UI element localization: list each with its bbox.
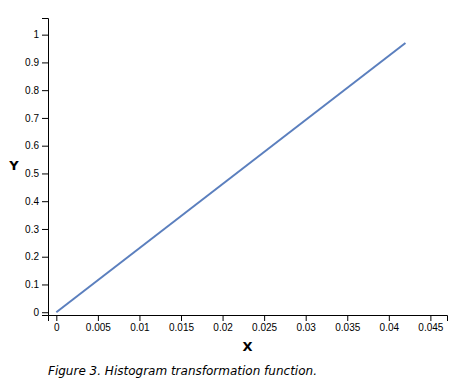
y-tick: 0.5 [25,168,48,179]
y-tick-mark [42,229,48,230]
y-tick: 0.4 [25,196,48,207]
y-tick-label: 1 [33,29,39,40]
line [56,43,405,312]
plot: 0 0.005 0.01 0.015 0.02 0.025 0.03 0.035 0.04 0.0… [25,19,447,334]
x-tick: 0.02 [213,315,233,333]
x-tick-mark [139,315,140,321]
y-tick: 0.7 [25,113,48,124]
y-tick-mark [42,201,48,202]
y-axis: 0 0.1 0.2 0.3 0.4 0.5 0.6 0.7 0.8 0.9 1 [25,19,48,318]
y-tick-label: 0.8 [25,85,39,96]
x-axis: 0 0.005 0.01 0.015 0.02 0.025 0.03 0.035 0.04 0.0… [49,315,448,333]
x-tick-mark [389,315,390,321]
x-tick-label: 0.045 [418,322,443,333]
x-tick-mark [264,315,265,321]
x-tick: 0.01 [130,315,150,333]
x-tick-label: 0.03 [296,322,316,333]
x-tick-label: 0.035 [335,322,360,333]
y-tick: 0.2 [25,251,48,262]
x-tick-mark [98,315,99,321]
x-tick: 0.04 [380,315,400,333]
y-tick-label: 0.7 [25,113,39,124]
x-tick-label: 0.005 [86,322,111,333]
y-tick-label: 0.1 [25,279,39,290]
y-tick-label: 0.3 [25,224,39,235]
x-tick-label: 0 [54,322,60,333]
y-tick-label: 0.4 [25,196,39,207]
x-tick: 0.025 [252,315,277,333]
y-tick-label: 0 [33,307,39,318]
y-tick: 0.6 [25,140,48,151]
x-tick: 0.035 [335,315,360,333]
y-tick: 0.1 [25,279,48,290]
y-tick: 0.3 [25,224,48,235]
x-tick-mark [430,315,431,321]
y-tick: 0 [33,307,48,318]
x-axis-line [49,316,448,322]
y-tick-label: 0.2 [25,251,39,262]
x-tick-mark [56,315,57,321]
y-tick-label: 0.5 [25,168,39,179]
x-axis-title: X [242,339,252,354]
x-tick-label: 0.01 [130,322,150,333]
y-tick: 0.8 [25,85,48,96]
x-tick: 0.03 [296,315,316,333]
y-tick-mark [42,118,48,119]
y-axis-line [42,19,49,316]
x-tick-label: 0.015 [169,322,194,333]
y-tick-label: 0.9 [25,57,39,68]
y-tick-mark [42,35,48,36]
x-tick: 0.045 [418,315,443,333]
y-tick: 0.9 [25,57,48,68]
x-tick: 0.005 [86,315,111,333]
y-tick-mark [42,146,48,147]
y-tick-label: 0.6 [25,140,39,151]
marks [56,43,405,312]
x-tick-label: 0.02 [213,322,233,333]
x-tick-mark [181,315,182,321]
y-tick-mark [42,62,48,63]
x-tick-mark [347,315,348,321]
y-tick-mark [42,312,48,313]
y-axis-title: Y [8,158,19,173]
y-tick-mark [42,90,48,91]
x-tick-mark [306,315,307,321]
y-tick-mark [42,257,48,258]
chart: 0 0.005 0.01 0.015 0.02 0.025 0.03 0.035 0.04 0.0… [0,0,469,387]
y-tick-mark [42,284,48,285]
x-tick-label: 0.04 [380,322,400,333]
caption: Figure 3. Histogram transformation funct… [48,364,317,378]
y-tick: 1 [33,29,48,40]
x-tick: 0 [54,315,60,333]
x-tick: 0.015 [169,315,194,333]
x-tick-label: 0.025 [252,322,277,333]
y-tick-mark [42,173,48,174]
x-tick-mark [223,315,224,321]
